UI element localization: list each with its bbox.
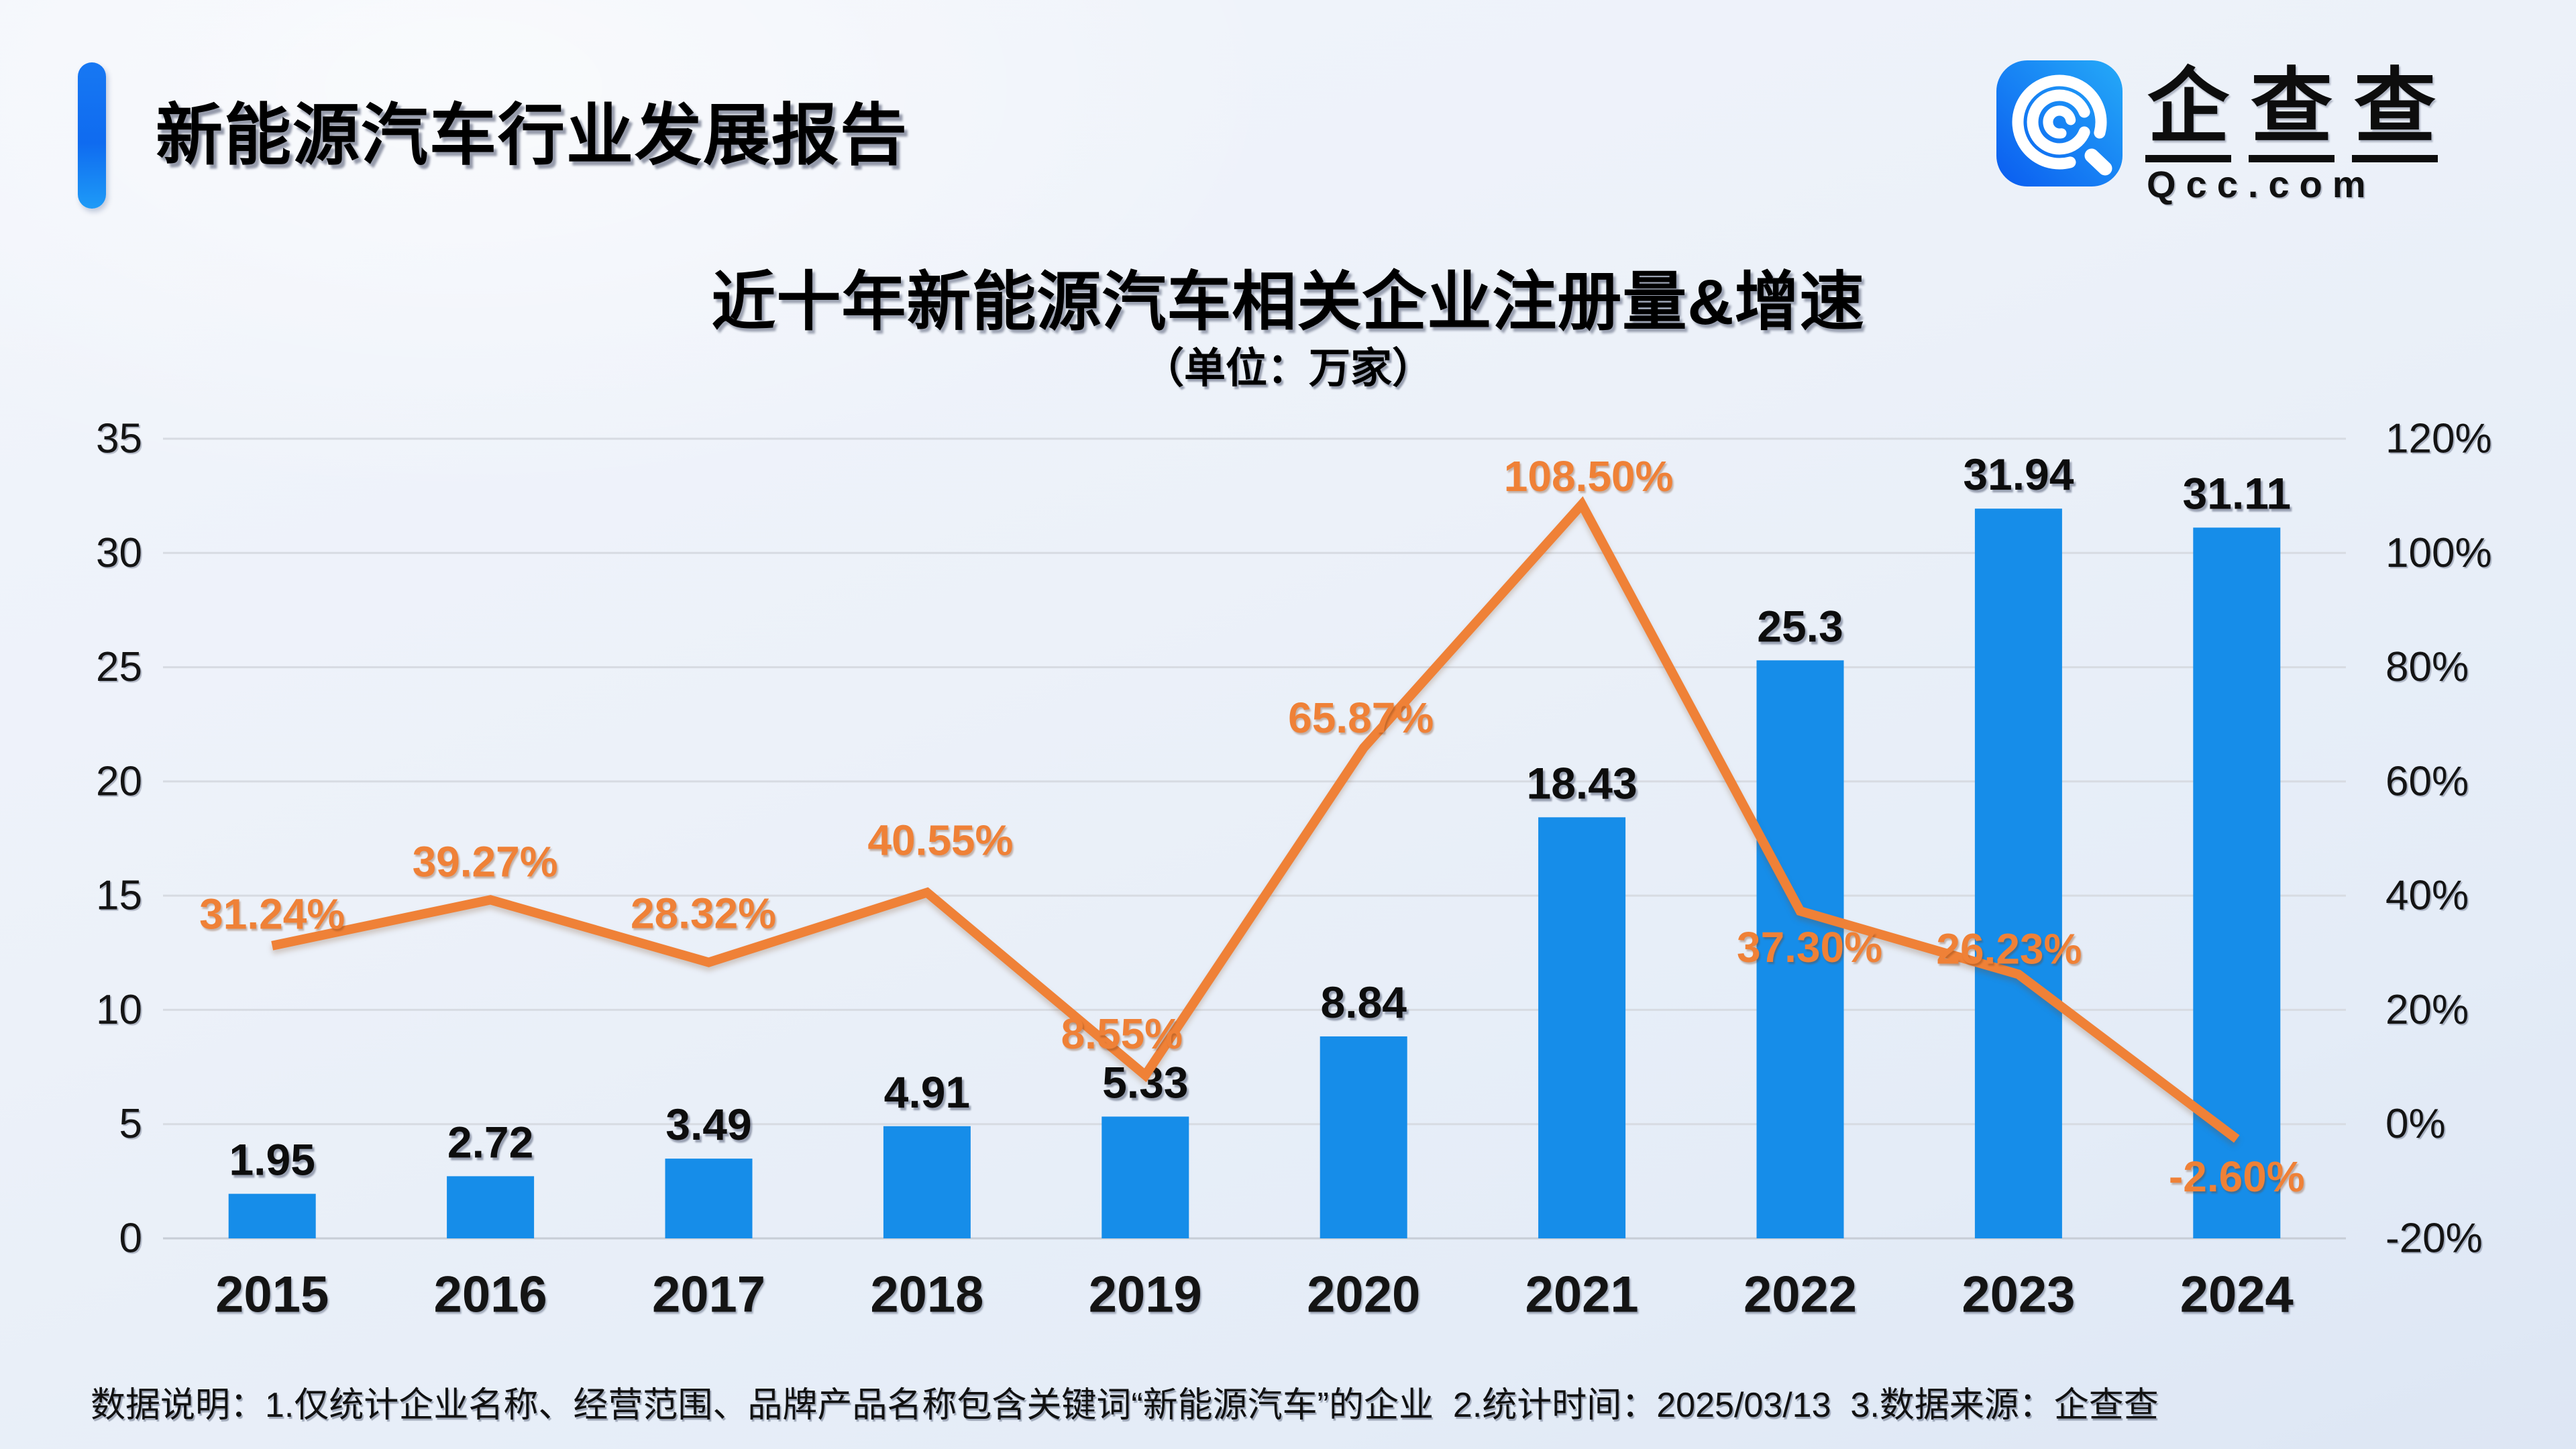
title-accent-bar <box>78 62 106 209</box>
bar-value-label: 2.72 <box>447 1117 533 1167</box>
logo-char: 查 <box>2352 62 2438 163</box>
line-value-label: 31.24% <box>199 890 345 938</box>
left-axis-tick: 25 <box>96 644 142 690</box>
line-value-label: 40.55% <box>867 816 1013 864</box>
x-axis-year-label: 2018 <box>870 1267 983 1324</box>
left-axis-tick: 30 <box>96 530 142 576</box>
left-axis-tick: 10 <box>96 987 142 1033</box>
x-axis-year-label: 2022 <box>1743 1267 1857 1324</box>
chart-canvas: 35 120% 30 100% 25 80% 20 60% 15 40% 10 20% 5 0% 0 -20%… <box>96 416 2492 1324</box>
left-axis-tick: 15 <box>96 873 142 919</box>
right-axis-tick: 20% <box>2385 987 2469 1033</box>
qcc-logo-svg <box>1996 60 2123 186</box>
x-axis-year-label: 2017 <box>652 1267 765 1324</box>
qcc-magnifier-icon <box>1996 60 2123 186</box>
bar-value-label: 1.95 <box>229 1135 315 1185</box>
x-axis-year-label: 2021 <box>1525 1267 1639 1324</box>
bar-2016 <box>447 1176 535 1238</box>
bar-2019 <box>1102 1116 1189 1238</box>
logo-char: 企 <box>2145 62 2231 163</box>
bar-value-label: 31.94 <box>1963 449 2074 499</box>
x-axis-year-label: 2016 <box>434 1267 547 1324</box>
bar-value-label: 5.33 <box>1102 1057 1188 1107</box>
left-axis-tick: 0 <box>119 1216 142 1262</box>
bar-2022 <box>1756 660 1844 1238</box>
chart-title: 近十年新能源汽车相关企业注册量&增速 <box>711 266 1865 338</box>
x-axis-year-label: 2015 <box>215 1267 329 1324</box>
left-axis-tick: 20 <box>96 758 142 804</box>
bar-value-label: 4.91 <box>884 1067 970 1117</box>
footer-note: 数据说明：1.仅统计企业名称、经营范围、品牌产品名称包含关键词“新能源汽车”的企… <box>91 1386 2159 1425</box>
bar-2020 <box>1320 1036 1407 1238</box>
bar-value-label: 8.84 <box>1320 977 1407 1027</box>
logo-wordmark: 企查查 <box>2145 62 2438 163</box>
bar-value-label: 25.3 <box>1757 601 1843 651</box>
line-value-label: 65.87% <box>1288 694 1434 742</box>
logo-domain: Qcc.com <box>2147 163 2376 205</box>
right-axis-tick: 40% <box>2385 873 2469 919</box>
x-axis-year-label: 2024 <box>2180 1267 2294 1324</box>
x-axis-year-label: 2020 <box>1307 1267 1420 1324</box>
bar-2023 <box>1974 508 2062 1238</box>
left-axis-tick: 35 <box>96 416 142 462</box>
bar-2021 <box>1538 817 1626 1238</box>
right-axis-tick: 120% <box>2385 416 2492 462</box>
bar-2015 <box>228 1193 316 1238</box>
bar-value-label: 31.11 <box>2183 468 2292 518</box>
right-axis-tick: 0% <box>2385 1101 2446 1147</box>
line-value-label: 39.27% <box>413 837 558 885</box>
bar-2017 <box>665 1159 753 1238</box>
right-axis-tick: 80% <box>2385 644 2469 690</box>
x-axis-year-label: 2019 <box>1089 1267 1202 1324</box>
line-value-label: 37.30% <box>1737 923 1882 971</box>
line-value-label: 108.50% <box>1504 452 1674 500</box>
bar-value-label: 3.49 <box>665 1099 751 1149</box>
growth-rate-line <box>271 496 2240 1143</box>
right-axis-tick: 60% <box>2385 758 2469 804</box>
bar-value-label: 18.43 <box>1527 758 1638 808</box>
x-axis-year-label: 2023 <box>1962 1267 2075 1324</box>
line-value-label: -2.60% <box>2169 1152 2305 1201</box>
line-value-label: 26.23% <box>1936 924 2082 973</box>
line-value-label: 28.32% <box>631 890 776 938</box>
bar-2024 <box>2193 527 2281 1238</box>
bar-2018 <box>883 1126 971 1238</box>
line-value-label: 8.55% <box>1061 1010 1183 1058</box>
right-axis-tick: 100% <box>2385 530 2492 576</box>
left-axis-tick: 5 <box>119 1101 142 1147</box>
right-axis-tick: -20% <box>2385 1216 2483 1262</box>
page-title: 新能源汽车行业发展报告 <box>156 98 908 173</box>
logo-char: 查 <box>2249 62 2334 163</box>
chart-subtitle: （单位：万家） <box>1142 345 1434 392</box>
